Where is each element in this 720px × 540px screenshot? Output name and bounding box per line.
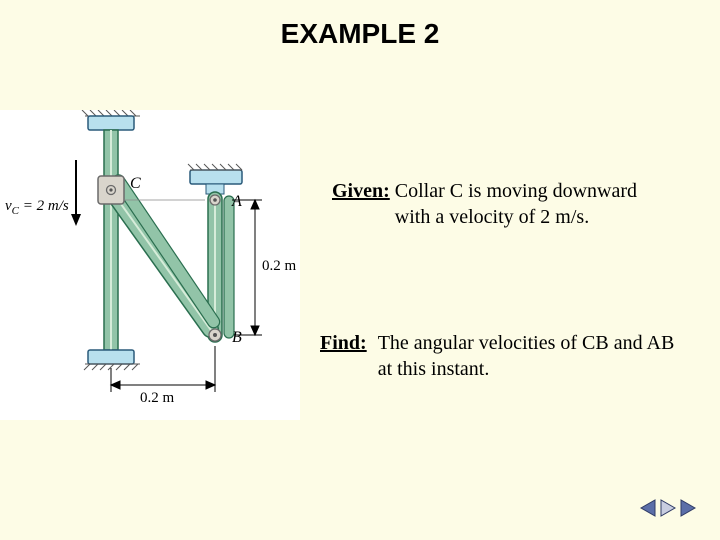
link-AB-pair [224,196,234,338]
dim-vertical-text: 0.2 m [262,258,297,274]
find-block: Find: The angular velocities of CB and A… [320,330,700,382]
mechanism-figure: C A B vC = 2 m/s 0.2 m 0.2 m [0,110,300,420]
ground-top-A [190,170,242,184]
given-label: Given: [332,178,390,204]
find-text: The angular velocities of CB and AB at t… [378,330,678,382]
dim-horizontal-text: 0.2 m [140,390,175,406]
velocity-arrow [71,160,81,226]
nav-next-icon[interactable] [678,498,698,518]
label-A: A [231,193,242,210]
column-bottom-bracket [88,350,134,364]
label-B: B [232,329,242,346]
nav-prev-icon[interactable] [638,498,658,518]
column-top-bracket [88,116,134,130]
nav-controls [638,498,698,518]
velocity-text: vC = 2 m/s [5,198,69,217]
given-text: Collar C is moving downward with a veloc… [395,178,675,230]
dim-vertical [232,200,262,335]
given-block: Given: Collar C is moving downward with … [332,178,692,230]
figure-container: C A B vC = 2 m/s 0.2 m 0.2 m [0,110,300,420]
nav-mid-icon[interactable] [658,498,678,518]
label-C: C [130,175,141,192]
page-title: EXAMPLE 2 [0,0,720,50]
link-CB-pair [110,172,222,330]
find-label: Find: [320,330,367,356]
